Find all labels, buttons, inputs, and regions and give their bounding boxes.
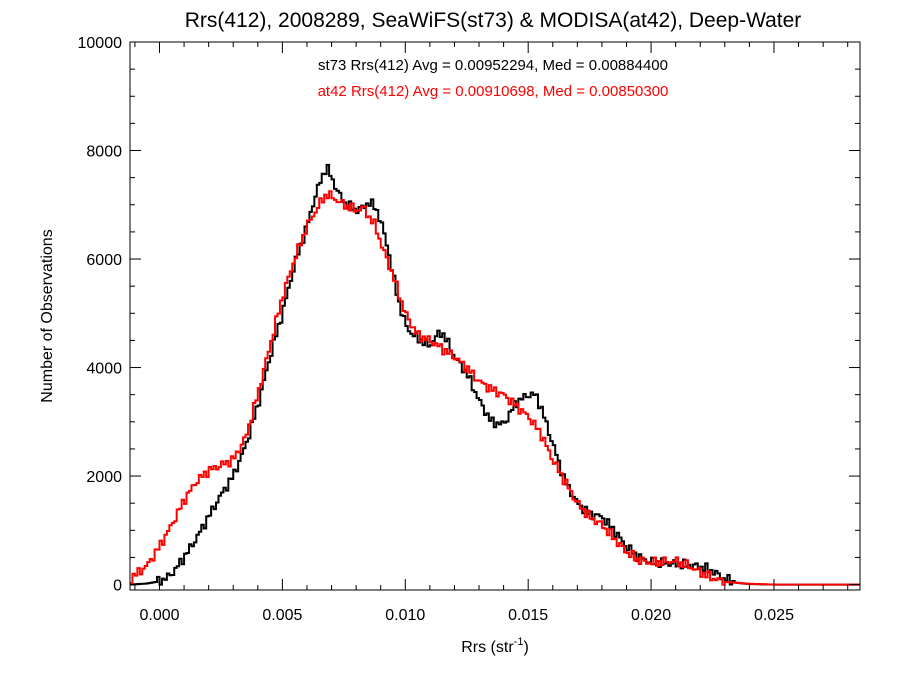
y-tick-label: 0 (113, 578, 122, 595)
x-tick-label: 0.025 (754, 607, 794, 624)
x-tick-label: 0.020 (631, 607, 671, 624)
series-layer (130, 163, 860, 586)
y-tick-label: 10000 (78, 35, 123, 52)
x-axis-label-close: ) (523, 639, 528, 656)
annotation-at42: at42 Rrs(412) Avg = 0.00910698, Med = 0.… (318, 83, 669, 100)
y-tick-label: 6000 (86, 252, 122, 269)
y-tick-label: 4000 (86, 361, 122, 378)
x-tick-label: 0.000 (139, 607, 179, 624)
x-tick-label: 0.015 (508, 607, 548, 624)
y-tick-label: 2000 (86, 469, 122, 486)
annotation-st73: st73 Rrs(412) Avg = 0.00952294, Med = 0.… (318, 57, 668, 74)
plot-frame (129, 41, 861, 591)
x-tick-label: 0.010 (385, 607, 425, 624)
x-axis-label: Rrs (str-1) (461, 636, 529, 656)
y-tick-label: 8000 (86, 144, 122, 161)
y-axis-label: Number of Observations (39, 229, 56, 402)
series-line-0 (130, 163, 860, 586)
series-line-1 (130, 190, 860, 586)
x-tick-label: 0.005 (262, 607, 302, 624)
x-axis-label-main: Rrs (str (461, 639, 514, 656)
tick-layer: 0.000 0.005 0.010 0.015 0.020 0.025 0 2000 4000 6… (78, 35, 860, 624)
x-axis-label-superscript: -1 (514, 636, 524, 648)
chart-title: Rrs(412), 2008289, SeaWiFS(st73) & MODIS… (185, 9, 802, 32)
